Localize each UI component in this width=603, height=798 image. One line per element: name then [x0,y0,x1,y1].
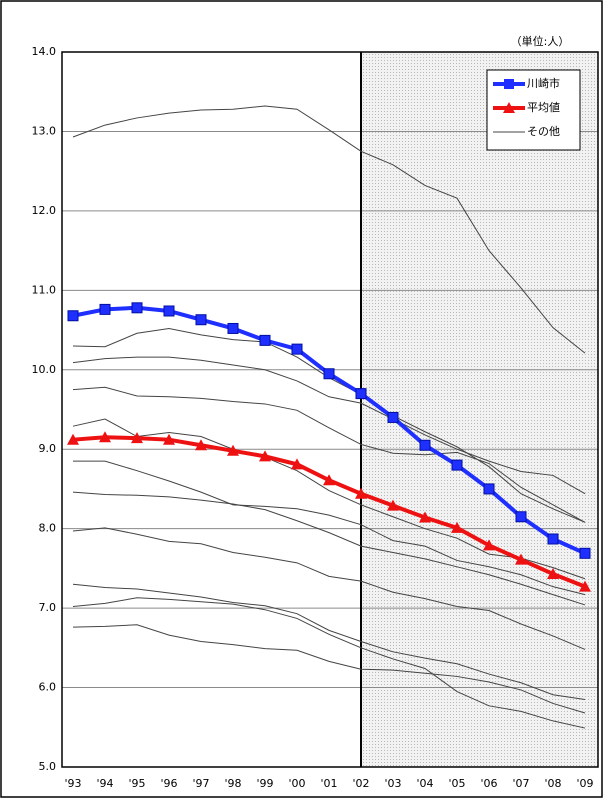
y-tick-label: 9.0 [39,442,57,455]
legend-label: 平均値 [527,101,560,114]
x-tick-label: '00 [288,777,305,790]
x-tick-label: '09 [576,777,593,790]
x-tick-label: '07 [512,777,529,790]
marker [195,314,207,326]
marker [515,553,527,565]
other-line [72,418,586,580]
y-tick-label: 14.0 [32,45,57,58]
x-tick-label: '97 [192,777,209,790]
marker [323,474,335,486]
marker [259,334,271,346]
marker [355,487,367,499]
x-tick-label: '94 [96,777,113,790]
marker [451,521,463,533]
other-line [72,105,586,354]
x-tick-label: '06 [480,777,497,790]
other-line [72,527,586,650]
marker [163,305,175,317]
marker [579,547,591,559]
legend-marker [503,102,515,113]
marker [547,567,559,579]
x-tick-label: '95 [128,777,145,790]
marker [547,533,559,545]
other-line [73,460,586,596]
marker [259,450,271,462]
shaded-region [361,52,598,767]
plot-frame [61,51,599,768]
y-tick-label: 5.0 [39,760,57,773]
marker [515,511,527,523]
marker [419,439,431,451]
other-line [72,597,586,729]
marker [483,539,495,551]
x-tick-label: '96 [160,777,177,790]
y-tick-label: 12.0 [32,204,57,217]
y-tick-label: 10.0 [32,363,57,376]
marker [451,459,463,471]
marker [99,303,111,315]
y-tick-label: 13.0 [32,124,57,137]
marker [291,458,303,470]
marker [579,580,591,592]
x-tick-label: '01 [320,777,337,790]
legend-marker [504,79,514,89]
unit-label: （単位:人） [511,34,570,48]
x-tick-label: '05 [448,777,465,790]
other-line [72,583,586,700]
marker [483,483,495,495]
legend-label: 川崎市 [527,76,560,90]
marker [355,388,367,400]
y-tick-label: 7.0 [39,601,57,614]
marker [323,368,335,380]
x-tick-label: '03 [384,777,401,790]
marker [227,444,239,456]
y-tick-label: 11.0 [32,283,57,296]
x-tick-label: '98 [224,777,241,790]
marker [67,433,79,445]
other-line [72,386,586,523]
marker [227,322,239,334]
marker [99,431,111,443]
marker [387,411,399,423]
marker [419,511,431,523]
other-line [72,356,586,495]
y-tick-label: 6.0 [39,681,57,694]
legend-label: その他 [527,125,560,138]
x-tick-label: '99 [256,777,273,790]
marker [67,310,79,322]
marker [291,343,303,355]
x-tick-label: '02 [352,777,369,790]
x-tick-label: '93 [64,777,81,790]
x-tick-label: '04 [416,777,433,790]
x-tick-label: '08 [544,777,561,790]
marker [387,499,399,511]
y-tick-label: 8.0 [39,522,57,535]
other-line [72,624,586,714]
marker [131,432,143,444]
marker [195,439,207,451]
marker [131,302,143,314]
other-line [72,491,586,606]
marker [163,433,175,445]
